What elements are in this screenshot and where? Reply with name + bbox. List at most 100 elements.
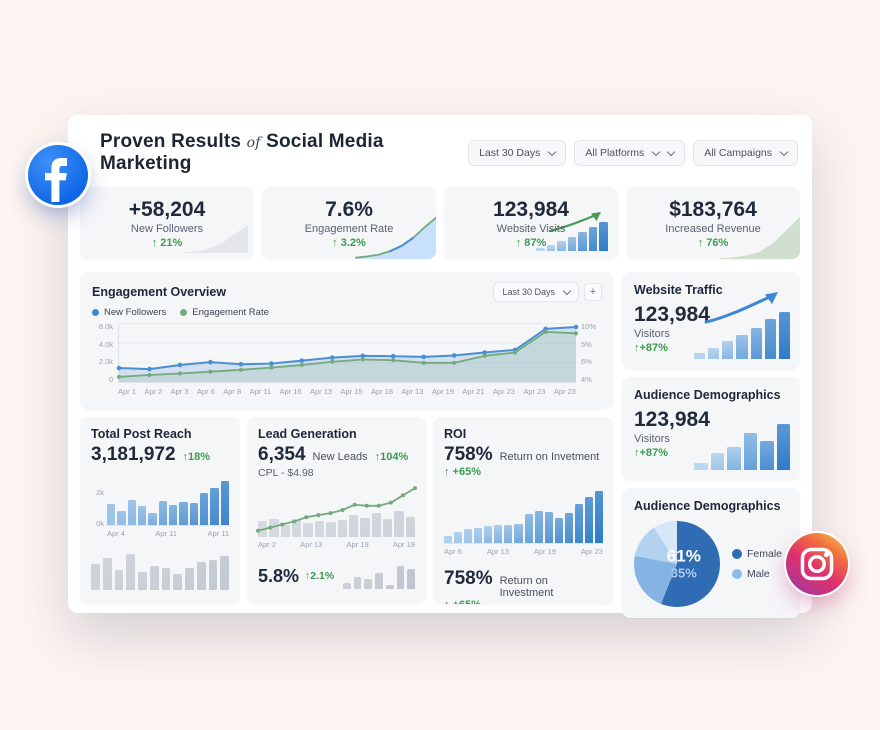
bar	[371, 513, 381, 537]
facebook-icon	[28, 145, 88, 205]
engagement-sparkline	[355, 215, 436, 259]
tick-label: Apr 19	[533, 547, 556, 556]
tick-label: Apr 19	[392, 540, 415, 549]
growth-arrow-icon	[704, 292, 778, 324]
filter-date-range[interactable]: Last 30 Days	[468, 140, 567, 166]
bar	[474, 528, 483, 543]
website-traffic-delta: ↑+87%	[634, 342, 668, 354]
bar	[564, 513, 573, 543]
dashboard-header: Proven Results of Social Media Marketing…	[68, 115, 812, 183]
tick-label: Apr 8	[223, 387, 242, 396]
tick-label: Apr 4	[107, 529, 125, 538]
kpi-label: Engagement Rate	[304, 222, 394, 235]
legend-engagement-rate: Engagement Rate	[180, 307, 269, 318]
bar	[117, 510, 126, 525]
bar	[743, 433, 757, 470]
tick-label: 4%	[581, 374, 592, 384]
bar	[524, 514, 533, 543]
bar	[348, 515, 359, 537]
filter-platforms-label: All Platforms	[585, 147, 645, 159]
post-reach-x-axis: Apr 4 Apr 11 Apr 11	[107, 529, 229, 538]
bar	[220, 556, 229, 590]
audience-title: Audience Demographics	[634, 388, 781, 402]
legend-male: Male	[732, 568, 782, 580]
kpi-new-followers: +58,204 New Followers ↑ 21%	[80, 187, 254, 259]
bar	[407, 569, 416, 589]
tick-label: Apr 15	[340, 387, 363, 396]
bar	[594, 491, 603, 543]
legend-dot-icon	[180, 309, 188, 316]
engagement-y-axis-left: 8.0k 4.0k 2.0k 0	[92, 323, 118, 383]
legend-dot-icon	[92, 309, 99, 316]
bar	[514, 523, 523, 543]
post-reach-y-axis: 2k 0k	[91, 474, 107, 528]
kpi-website-visits: 123,984 Website Visits ↑ 87%	[444, 187, 618, 259]
post-reach-delta: ↑18%	[182, 451, 211, 463]
bar	[464, 528, 473, 543]
dashboard-window: Proven Results of Social Media Marketing…	[68, 115, 812, 618]
lead-gen-chart	[256, 485, 417, 537]
kpi-row: +58,204 New Followers ↑ 21% 7.6% Engagem…	[80, 187, 800, 259]
tick-label: 6%	[581, 357, 592, 366]
legend-new-followers: New Followers	[92, 307, 166, 318]
bar	[343, 582, 351, 589]
lead-gen-x-axis: Apr 2 Apr 13 Apr 19 Apr 19	[258, 540, 415, 549]
engagement-overview-panel: Engagement Overview Last 30 Days +	[80, 272, 614, 409]
bar	[114, 570, 124, 590]
legend-label: Engagement Rate	[192, 307, 269, 318]
tick-label: 8.0k	[98, 322, 113, 331]
kpi-label: Increased Revenue	[665, 222, 761, 235]
bar	[292, 520, 302, 537]
engagement-x-axis: Apr 1 Apr 2 Apr 3 Apr 6 Apr 8 Apr 11 Apr 16 Apr…	[118, 387, 576, 396]
filter-bar: Last 30 Days All Platforms All Campaigns	[468, 140, 798, 166]
website-traffic-value: 123,984	[634, 303, 710, 326]
bar	[776, 423, 790, 470]
bar	[405, 517, 416, 537]
kpi-delta: ↑ 76%	[697, 236, 729, 249]
tick-label: Apr 13	[309, 387, 333, 396]
audience-value: 123,984	[634, 408, 710, 431]
title-part-1: Proven Results	[100, 131, 242, 152]
engagement-date-range[interactable]: Last 30 Days	[493, 282, 579, 302]
tick-label: Apr 6	[196, 387, 215, 396]
kpi-delta: ↑ 21%	[151, 236, 183, 249]
bar	[396, 566, 405, 589]
instagram-icon	[786, 533, 848, 595]
title-of: of	[246, 135, 261, 151]
tick-label: Apr 6	[444, 547, 462, 556]
expand-button[interactable]: +	[584, 283, 602, 301]
bar	[778, 312, 790, 359]
bar	[394, 511, 404, 537]
tick-label: Apr 2	[144, 387, 163, 396]
title-part-2: Social Media Marketing	[100, 131, 384, 174]
bar	[722, 341, 734, 359]
page-title: Proven Results of Social Media Marketing	[100, 131, 468, 175]
total-post-reach-panel: Total Post Reach 3,181,972 ↑18% 2k 0k	[80, 417, 240, 604]
kpi-value: 7.6%	[325, 197, 373, 221]
legend-label: Male	[747, 568, 770, 580]
kpi-value: +58,204	[128, 197, 206, 221]
bar	[534, 511, 543, 543]
bar	[544, 512, 553, 543]
post-reach-secondary-bars	[91, 550, 229, 590]
legend-label: New Followers	[104, 307, 167, 318]
lead-gen-title: Lead Generation	[258, 427, 357, 441]
chevron-down-icon	[779, 147, 789, 156]
tick-label: Apr 13	[300, 540, 323, 549]
filter-campaigns[interactable]: All Campaigns	[693, 140, 798, 166]
tick-label: 4.0k	[98, 339, 113, 349]
legend-dot-icon	[732, 549, 742, 559]
bar	[185, 568, 194, 590]
tick-label: Apr 1	[118, 387, 136, 396]
bar	[750, 327, 762, 359]
conversion-rate-delta: ↑2.1%	[305, 570, 335, 582]
tick-label: 2.0k	[98, 357, 113, 366]
filter-platforms[interactable]: All Platforms	[574, 140, 686, 166]
tick-label: Apr 23	[492, 387, 515, 396]
tick-label: Apr 23	[553, 387, 576, 396]
bar	[567, 236, 577, 251]
website-traffic-title: Website Traffic	[634, 283, 723, 297]
bar	[127, 500, 136, 525]
conversion-rate-value: 5.8%	[258, 565, 300, 586]
bar	[557, 241, 566, 251]
